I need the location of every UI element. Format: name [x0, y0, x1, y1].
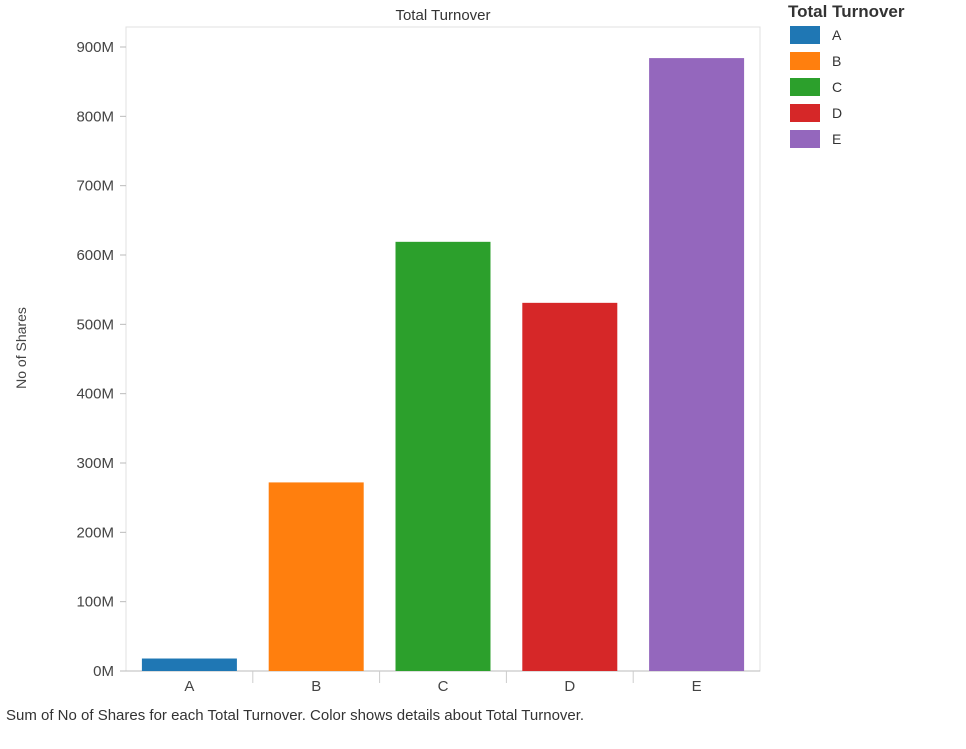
y-tick-label: 600M: [76, 247, 114, 264]
legend-label: E: [832, 131, 842, 147]
y-tick-label: 500M: [76, 316, 114, 333]
y-tick-label: 200M: [76, 524, 114, 541]
legend-item-e[interactable]: E: [790, 126, 966, 152]
legend-item-c[interactable]: C: [790, 74, 966, 100]
x-tick-label: C: [438, 678, 449, 695]
legend-swatch: [790, 26, 820, 44]
bar-b: [268, 482, 364, 671]
bar-c: [395, 241, 491, 671]
x-axis-ticks: A B C D E: [184, 671, 702, 695]
y-axis-ticks: 0M 100M 200M 300M 400M 500M 600M 700M 800M 900M: [76, 39, 126, 680]
legend-label: D: [832, 105, 843, 121]
legend-swatch: [790, 52, 820, 70]
y-tick-label: 0M: [93, 663, 114, 680]
chart-caption: Sum of No of Shares for each Total Turno…: [6, 707, 585, 724]
y-tick-label: 700M: [76, 178, 114, 195]
x-tick-label: B: [311, 678, 321, 695]
legend-item-b[interactable]: B: [790, 48, 966, 74]
y-tick-label: 900M: [76, 39, 114, 56]
y-tick-label: 300M: [76, 455, 114, 472]
legend-item-a[interactable]: A: [790, 22, 966, 48]
legend-title: Total Turnover: [788, 2, 905, 21]
y-axis-label: No of Shares: [13, 307, 29, 389]
legend-item-d[interactable]: D: [790, 100, 966, 126]
legend-label: A: [832, 27, 842, 43]
legend-swatch: [790, 104, 820, 122]
chart-title: Total Turnover: [395, 7, 490, 24]
x-tick-label: A: [184, 678, 194, 695]
legend-label: C: [832, 79, 843, 95]
y-tick-label: 400M: [76, 386, 114, 403]
legend-swatch: [790, 130, 820, 148]
bar-d: [522, 302, 618, 671]
bars: [141, 58, 745, 672]
legend-label: B: [832, 53, 842, 69]
bar-a: [141, 658, 237, 671]
y-tick-label: 800M: [76, 108, 114, 125]
legend-swatch: [790, 78, 820, 96]
x-tick-label: D: [564, 678, 575, 695]
bar-e: [649, 58, 745, 672]
y-tick-label: 100M: [76, 594, 114, 611]
x-tick-label: E: [692, 678, 702, 695]
